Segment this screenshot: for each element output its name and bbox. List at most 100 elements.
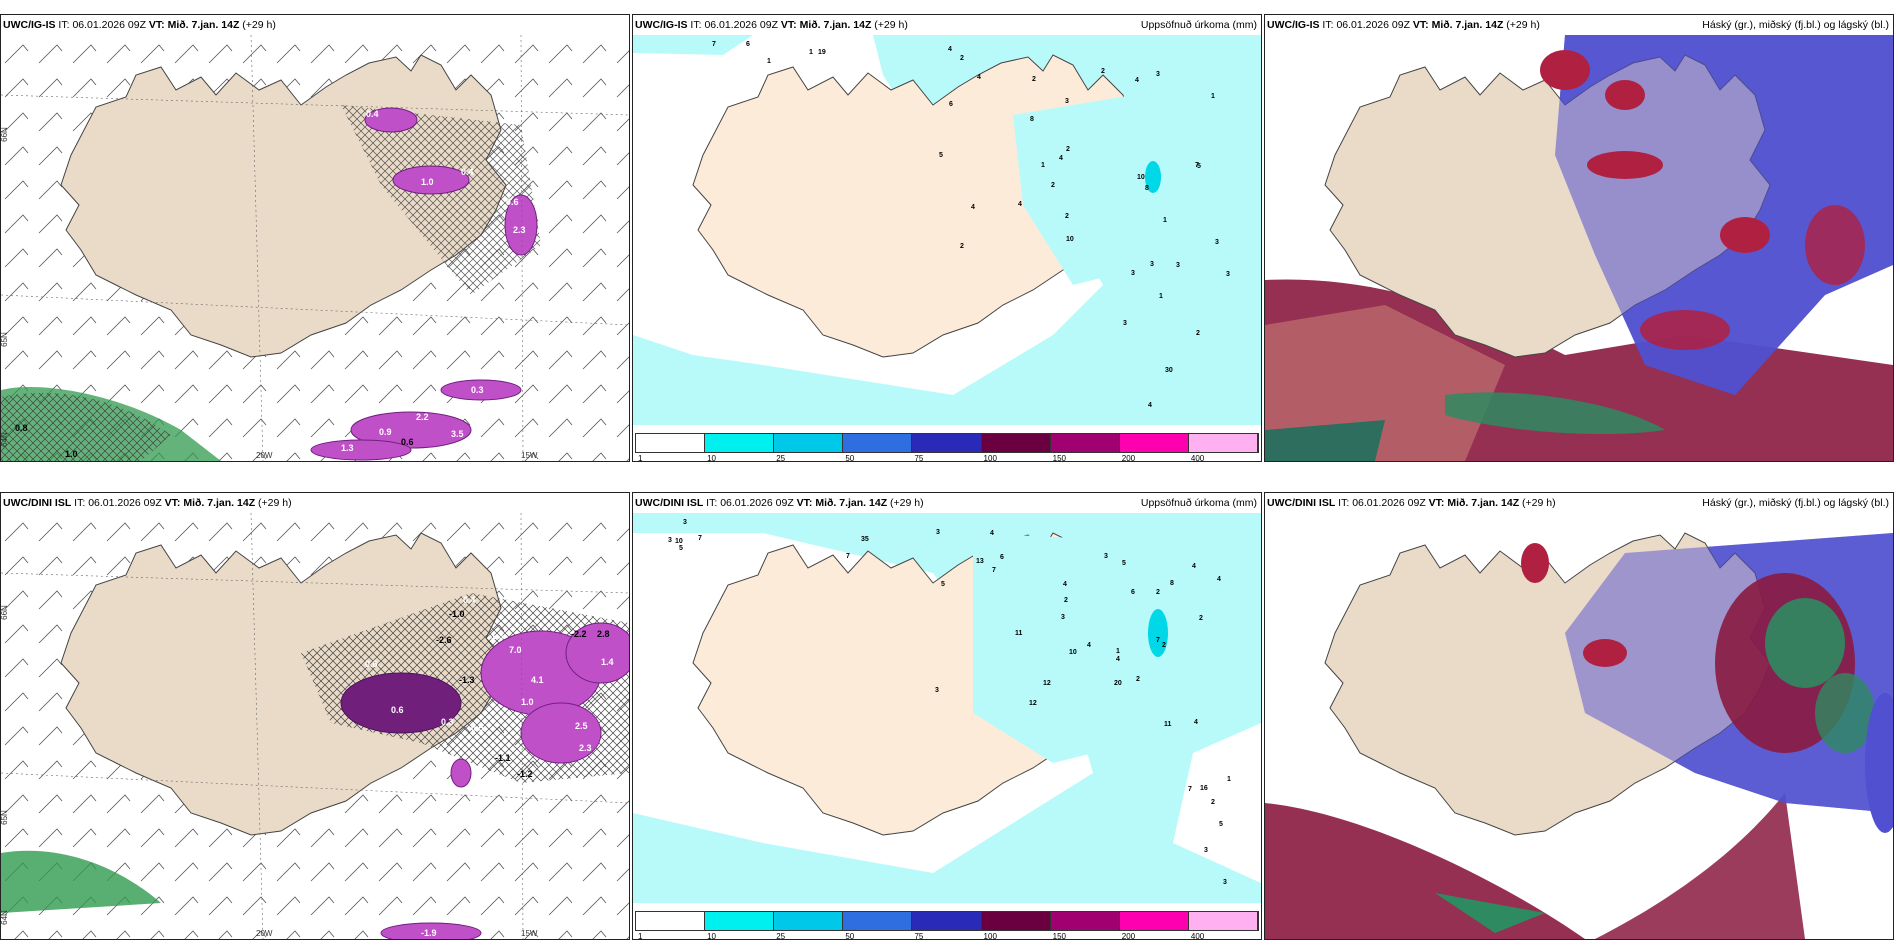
map-panel-wind-row2: UWC/DINI ISL IT: 06.01.2026 09Z VT: Mið.…: [0, 492, 630, 940]
precip-value: 2: [1032, 76, 1036, 83]
map-panel-precip-row1: UWC/IG-IS IT: 06.01.2026 09Z VT: Mið. 7.…: [632, 14, 1262, 462]
lon-label: 15W: [521, 929, 538, 938]
precip-value: 3: [1176, 262, 1180, 269]
map-value: 1.3: [341, 443, 354, 453]
precip-value: 2: [1162, 642, 1166, 649]
precip-value: 1: [1211, 93, 1215, 100]
panel-title: UWC/DINI ISL IT: 06.01.2026 09Z VT: Mið.…: [1267, 497, 1556, 509]
precip-value: 7: [712, 41, 716, 48]
precip-value: 3: [1150, 261, 1154, 268]
precip-value: 3: [668, 537, 672, 544]
map-value: 0.9: [379, 427, 392, 437]
precip-value: 4: [990, 530, 994, 537]
map-value: 0.4: [366, 109, 379, 119]
precip-value: 3: [1226, 271, 1230, 278]
legend-swatch: [1050, 434, 1120, 452]
legend-swatch: [1119, 912, 1189, 930]
lon-label: 15W: [521, 451, 538, 460]
precip-value: 10: [1137, 174, 1145, 181]
precip-area: [440, 379, 522, 401]
map-value: -1.2: [517, 769, 533, 779]
color-legend: 1 10 25 50 75 100 150 200 400: [635, 433, 1259, 461]
map-value: 7.0: [509, 645, 522, 655]
legend-tick: 400: [1190, 932, 1205, 940]
legend-tick: 50: [845, 932, 855, 940]
precip-value: 4: [971, 204, 975, 211]
precip-value: 3: [1156, 71, 1160, 78]
map-value: -2.2: [571, 629, 587, 639]
hatch-area: [1, 392, 171, 461]
precip-area: [350, 411, 472, 449]
legend-swatch: [981, 912, 1051, 930]
precip-value: 11: [1164, 721, 1172, 728]
cloud-area: [1540, 50, 1590, 90]
precip-value: 3: [1215, 239, 1219, 246]
precip-value: 3: [935, 687, 939, 694]
panel-title: UWC/DINI ISL IT: 06.01.2026 09Z VT: Mið.…: [635, 497, 924, 509]
legend-tick: 150: [1052, 932, 1067, 940]
precip-value: 7: [1195, 162, 1199, 169]
map-value: 0.6: [365, 659, 378, 669]
legend-tick: 100: [983, 454, 997, 462]
precip-value: 3: [936, 529, 940, 536]
precip-value: 5: [1197, 163, 1201, 170]
cloud-area: [1640, 310, 1730, 350]
cloud-area: [1595, 793, 1805, 939]
precip-value: 2: [1101, 68, 1105, 75]
cloud-title: Háský (gr.), miðský (fj.bl.) og lágský (…: [1702, 497, 1889, 509]
cloud-area: [1583, 639, 1627, 667]
precip-value: 3: [1065, 98, 1069, 105]
precip-value: 2: [960, 55, 964, 62]
precip-value: 1: [767, 58, 771, 65]
precip-value: 5: [1122, 560, 1126, 567]
map-value: 0.3: [441, 717, 454, 727]
precip-value: 2: [960, 243, 964, 250]
precip-value: 2: [1196, 330, 1200, 337]
legend-swatch: [843, 434, 913, 452]
precip-value: 19: [818, 49, 826, 56]
precip-value: 1: [809, 49, 813, 56]
precip-value: 3: [1123, 320, 1127, 327]
panel-title: UWC/IG-IS IT: 06.01.2026 09Z VT: Mið. 7.…: [3, 19, 276, 31]
legend-tick: 25: [776, 454, 786, 462]
legend-swatch: [705, 434, 775, 452]
precip-area: [520, 702, 602, 764]
precip-area: [364, 107, 418, 133]
precip-value: 2: [1066, 146, 1070, 153]
precip-value: 4: [1059, 155, 1063, 162]
map-panel-cloud-row1: UWC/IG-IS IT: 06.01.2026 09Z VT: Mið. 7.…: [1264, 14, 1894, 462]
map-value: 1.4: [601, 657, 614, 667]
legend-tick: 25: [776, 932, 786, 940]
precip-value: 7: [1156, 637, 1160, 644]
map-panel-precip-row2: UWC/DINI ISL IT: 06.01.2026 09Z VT: Mið.…: [632, 492, 1262, 940]
precip-value: 8: [1145, 185, 1149, 192]
lon-label: 20W: [256, 451, 273, 460]
map-value: 0.6: [506, 197, 519, 207]
cloud-title: Háský (gr.), miðský (fj.bl.) og lágský (…: [1702, 19, 1889, 31]
precip-value: 11: [1015, 630, 1023, 637]
precip-value: 5: [1219, 821, 1223, 828]
legend-tick: 400: [1190, 454, 1205, 462]
legend-swatch: [636, 434, 706, 452]
precip-area: [340, 672, 462, 734]
cloud-area: [1805, 205, 1865, 285]
precip-value: 1: [1163, 217, 1167, 224]
legend-tick: 1: [638, 932, 643, 940]
cloud-map: [1265, 35, 1893, 461]
map-value: 2.3: [513, 225, 526, 235]
legend-swatch: [636, 912, 706, 930]
map-value: 1.0: [521, 697, 534, 707]
precip-value: 3: [683, 519, 687, 526]
map-value: 4.1: [531, 675, 544, 685]
precip-value: 5: [941, 581, 945, 588]
legend-swatch: [1050, 912, 1120, 930]
map-value: 1.0: [65, 449, 78, 459]
precip-values: 3234443237710733221572035451112111613102…: [668, 519, 1231, 886]
legend-tick: 10: [707, 454, 717, 462]
cloud-area: [1587, 151, 1663, 179]
lat-label: 64N: [0, 910, 9, 925]
precip-value: 7: [846, 553, 850, 560]
lat-label: 65N: [0, 332, 9, 347]
panel-title: UWC/IG-IS IT: 06.01.2026 09Z VT: Mið. 7.…: [635, 19, 908, 31]
cloud-area: [1445, 392, 1665, 435]
